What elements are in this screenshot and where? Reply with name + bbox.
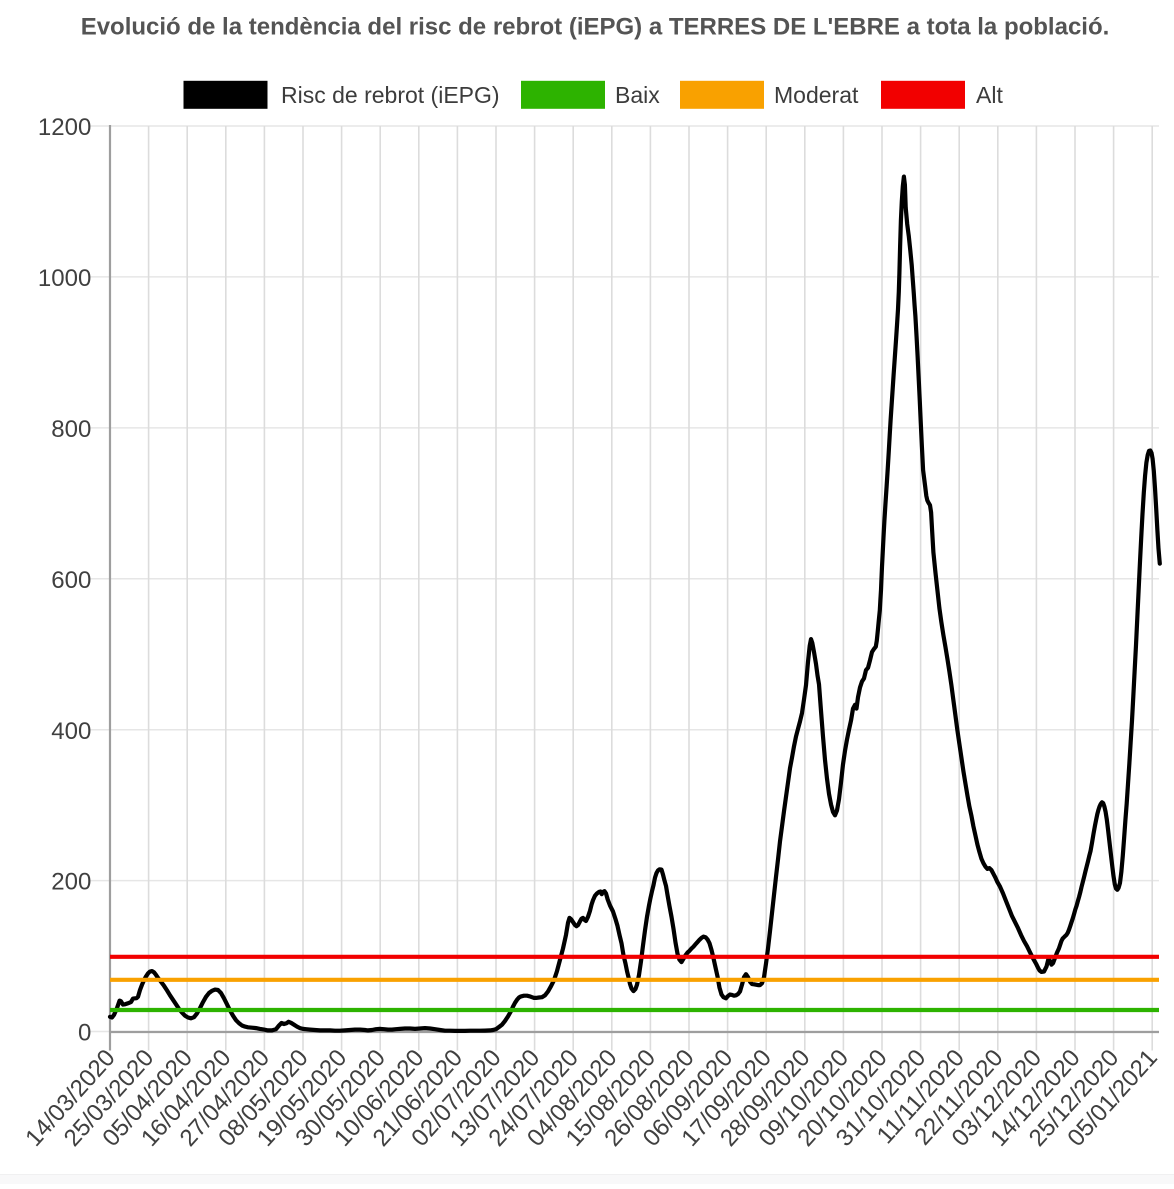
svg-text:1000: 1000 <box>38 265 91 292</box>
svg-text:0: 0 <box>78 1020 91 1047</box>
svg-text:200: 200 <box>51 869 91 896</box>
svg-text:1200: 1200 <box>38 114 91 141</box>
svg-text:Moderat: Moderat <box>774 82 859 108</box>
svg-text:Risc de rebrot (iEPG): Risc de rebrot (iEPG) <box>281 82 500 108</box>
svg-text:800: 800 <box>51 416 91 443</box>
svg-text:400: 400 <box>51 718 91 745</box>
svg-text:Baix: Baix <box>615 82 660 108</box>
svg-text:Alt: Alt <box>976 82 1003 108</box>
svg-text:600: 600 <box>51 567 91 594</box>
svg-text:Evolució de la tendència del r: Evolució de la tendència del risc de reb… <box>81 14 1110 41</box>
